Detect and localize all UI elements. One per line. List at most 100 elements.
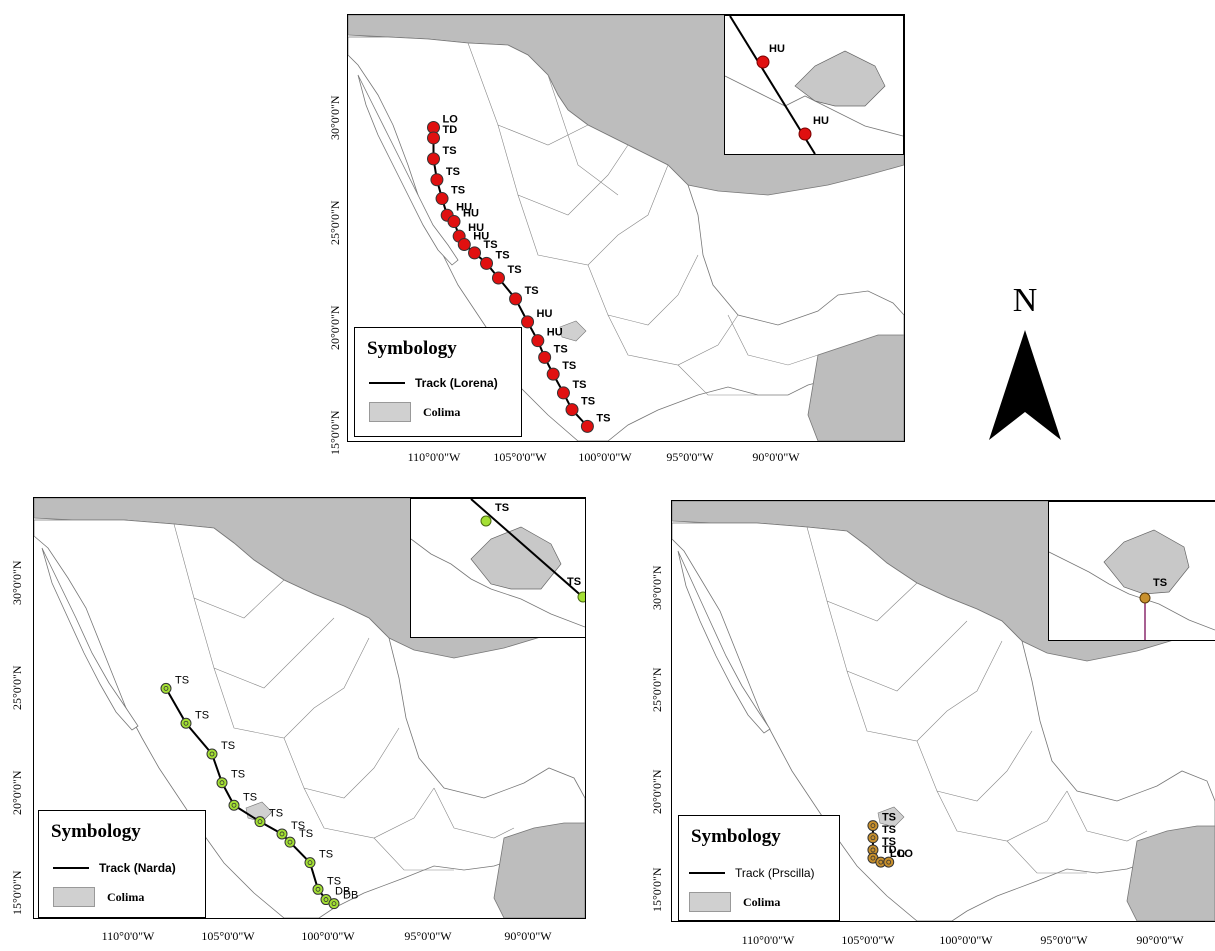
- track-point: [328, 898, 340, 910]
- track-point: [531, 334, 545, 348]
- track-point: [180, 717, 192, 729]
- legend-area-row: Colima: [53, 887, 144, 907]
- y-tick: 15°0'0"N: [650, 867, 664, 912]
- track-point-label: TS: [195, 709, 209, 721]
- track-point-label: TS: [319, 849, 333, 861]
- track-point-center: [287, 839, 293, 845]
- track-point: [491, 271, 505, 285]
- y-tick: 20°0'0"N: [650, 769, 664, 814]
- legend-track-line-icon: [689, 872, 725, 874]
- inset-point: [798, 127, 812, 141]
- track-point-label: TS: [451, 185, 465, 197]
- track-point-center: [331, 901, 337, 907]
- track-point-label: HU: [473, 231, 489, 243]
- y-tick: 20°0'0"N: [10, 770, 24, 815]
- track-point-label: TS: [221, 740, 235, 752]
- track-point: [883, 856, 895, 868]
- baja-peninsula: [677, 550, 771, 734]
- legend-track-label: Track (Narda): [99, 861, 176, 875]
- track-point: [867, 820, 879, 832]
- inset-map-narda: TS TS: [410, 498, 585, 638]
- legend-track-row: Track (Prscilla): [689, 866, 815, 880]
- x-tick: 95°0'0"W: [666, 450, 714, 464]
- x-tick: 90°0'0"W: [752, 450, 800, 464]
- north-arrow: N: [985, 282, 1065, 442]
- track-point-label: TD: [882, 844, 897, 856]
- north-arrow-icon: [989, 330, 1061, 440]
- legend-area-label: Colima: [743, 894, 781, 909]
- inset-point: [480, 515, 492, 527]
- track-point-label: HU: [537, 308, 553, 320]
- x-tick: 105°0'0"W: [841, 933, 895, 947]
- track-point-label: HU: [547, 327, 563, 339]
- central-america: [493, 822, 585, 918]
- track-point-label: TS: [554, 343, 568, 355]
- track-point-center: [257, 819, 263, 825]
- track-point: [216, 777, 228, 789]
- track-point: [284, 836, 296, 848]
- track-point-center: [886, 859, 892, 865]
- track-point: [580, 419, 594, 433]
- track-point-center: [279, 831, 285, 837]
- track-point-label: TS: [231, 769, 245, 781]
- track-point: [867, 832, 879, 844]
- track-point-label: TS: [269, 808, 283, 820]
- legend-track-line-icon: [369, 382, 405, 384]
- legend-area-row: Colima: [689, 892, 780, 912]
- track-point: [480, 256, 494, 270]
- track-point-label: TS: [572, 379, 586, 391]
- legend-title: Symbology: [51, 821, 141, 842]
- track-point: [447, 215, 461, 229]
- track-point-label: HU: [468, 222, 484, 234]
- map-frame-lorena: LO TD TS TS TS HU HU HU HU TS TS TS TS HU HU TS TS TS TS TS…: [347, 14, 905, 442]
- x-tick: 110°0'0"W: [407, 450, 461, 464]
- inset-track-line: [470, 499, 585, 600]
- inset-map-lorena: HU HU: [724, 15, 904, 155]
- track-point: [228, 799, 240, 811]
- legend-area-row: Colima: [369, 402, 460, 422]
- y-tick: 30°0'0"N: [328, 95, 342, 140]
- track-point-label: TS: [507, 264, 521, 276]
- track-point-label: TS: [443, 145, 457, 157]
- track-point-center: [307, 860, 313, 866]
- track-point-center: [231, 802, 237, 808]
- inset-colima: [1103, 529, 1190, 595]
- track-point-label: LO: [443, 114, 459, 126]
- track-point-label: TS: [596, 412, 610, 424]
- track-point-label: HU: [456, 201, 472, 213]
- legend-colima-swatch: [689, 892, 731, 912]
- track-point: [521, 315, 535, 329]
- track-point-label: TS: [299, 828, 313, 840]
- inset-colima: [470, 526, 562, 590]
- y-tick: 25°0'0"N: [10, 665, 24, 710]
- track-point-label: TS: [882, 812, 896, 824]
- x-tick: 90°0'0"W: [504, 929, 552, 943]
- inset-colima: [794, 50, 886, 107]
- legend-title: Symbology: [367, 338, 457, 359]
- legend-area-label: Colima: [423, 404, 461, 419]
- track-point-center: [870, 847, 876, 853]
- track-point-center: [315, 886, 321, 892]
- legend-narda: Symbology Track (Narda) Colima: [38, 810, 206, 918]
- colima-state: [877, 806, 905, 828]
- y-tick: 30°0'0"N: [10, 560, 24, 605]
- y-tick: 15°0'0"N: [328, 410, 342, 455]
- track-point-center: [209, 751, 215, 757]
- track-point: [435, 192, 449, 206]
- track-point: [304, 857, 316, 869]
- track-point-label: TS: [446, 166, 460, 178]
- track-point-label: TS: [496, 249, 510, 261]
- state-boundaries: [806, 526, 1148, 874]
- track-point: [276, 828, 288, 840]
- central-america: [807, 334, 904, 441]
- track-point-label: TS: [882, 836, 896, 848]
- x-tick: 100°0'0"W: [939, 933, 993, 947]
- legend-area-label: Colima: [107, 889, 145, 904]
- track-point-center: [870, 855, 876, 861]
- inset-point: [756, 55, 770, 69]
- track-point-label: TS: [525, 285, 539, 297]
- baja-peninsula: [41, 547, 139, 731]
- legend-title: Symbology: [691, 826, 781, 847]
- y-tick: 25°0'0"N: [650, 667, 664, 712]
- track-point: [556, 386, 570, 400]
